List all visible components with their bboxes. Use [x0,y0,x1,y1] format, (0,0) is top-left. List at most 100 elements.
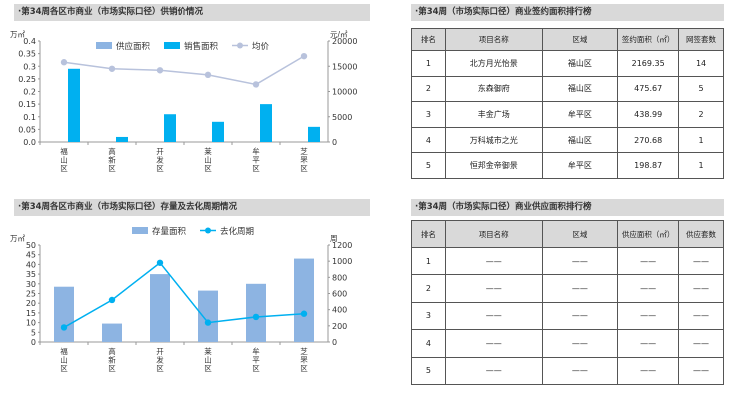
chart2-title: ·第34周各区市商业（市场实际口径）存量及去化周期情况 [14,199,370,216]
table-cell: 2169.35 [617,50,680,77]
table-cell: —— [617,274,680,303]
table-cell: —— [678,274,724,303]
table-cell: —— [444,301,543,331]
chart1-title: ·第34周各区市商业（市场实际口径）供销价情况 [14,4,370,21]
table-cell: 福山区 [541,50,619,77]
y-left-tick-label: 15 [26,309,36,318]
x-category-label: 高新区 [108,146,116,173]
y-left-tick-label: 0.3 [23,62,36,71]
legend-swatch [237,42,243,49]
y-left-tick-label: 35 [26,270,36,279]
table-cell: —— [541,301,619,331]
y-left-tick-label: 0.35 [18,50,36,59]
table-header-cell: 排名 [411,220,446,248]
legend-swatch [132,227,148,234]
series-line [63,261,305,329]
table-header-cell: 项目名称 [444,220,543,248]
table-cell: 东森御府 [444,75,543,103]
y-left-tick-label: 5 [31,328,36,337]
table-cell: 475.67 [617,75,680,103]
supply-sales-price-chart: 万㎡ 元/㎡ 0.0 0.05 0.1 0.15 0.2 0.25 0.3 0.35 0.4 0 500… [10,30,357,173]
y-left-tick-label: 0.25 [18,75,36,84]
stock-cycle-chart: 万㎡ 周0510152025303540455002004006008001000… [10,226,352,373]
table-header-cell: 供应套数 [678,220,724,248]
series-line [63,55,305,86]
y-left-tick-label: 10 [26,319,36,328]
table-cell: 4 [411,329,446,358]
x-category-label: 莱山区 [204,346,212,373]
line-point [60,59,68,66]
table-cell: —— [678,356,724,385]
bar [150,274,170,342]
table-cell: —— [541,274,619,303]
line-point [156,67,164,74]
table-cell: 3 [411,301,446,331]
bar [68,68,80,142]
table-cell: —— [541,246,619,276]
bar [54,286,74,342]
legend-label: 去化周期 [220,226,254,237]
x-category-label: 福山区 [60,347,68,373]
table-cell: —— [444,246,543,276]
table-cell: 5 [411,356,446,385]
table-cell: —— [444,356,543,385]
line-point [108,65,116,72]
table-row: 4 万科城市之光 福山区 270.68 1 [411,126,724,154]
table-cell: —— [444,329,543,358]
legend-label: 存量面积 [152,226,187,237]
y-right-tick-label: 5000 [332,113,352,122]
y-right-unit-label: 周 [330,234,338,243]
signing-area-ranking-table: 排名 项目名称 区域 签约面积（㎡） 网签套数 1 北方月光怡景 福山区 2169.3… [411,28,724,179]
table-header-cell: 供应面积（㎡） [617,220,680,248]
y-right-tick-label: 400 [332,306,347,315]
x-category-label: 牟平区 [252,346,260,373]
table-cell: 1 [678,152,724,179]
table-cell: 438.99 [617,101,680,128]
bar [198,290,218,342]
bar [102,323,122,342]
line-point [252,81,260,88]
y-right-tick-label: 1000 [332,257,352,266]
table-header-cell: 网签套数 [678,28,724,51]
line-point [204,71,212,79]
table-cell: —— [678,246,724,276]
y-left-tick-label: 0.0 [23,138,36,147]
bar [116,136,128,142]
y-left-tick-label: 45 [26,251,36,260]
table-cell: —— [617,246,680,276]
table-cell: 1 [678,126,724,154]
y-left-tick-label: 40 [26,260,36,269]
table-cell: 2 [411,274,446,303]
table-cell: 1 [411,50,446,77]
y-right-tick-label: 1200 [332,241,352,250]
table-row: 5 恒邦金帝御景 牟平区 198.87 1 [411,152,724,179]
table-cell: 3 [411,101,446,128]
table-cell: 恒邦金帝御景 [444,152,543,179]
legend-label: 销售面积 [184,41,219,52]
table-cell: 5 [678,75,724,103]
table1-title: ·第34周（市场实际口径）商业签约面积排行榜 [411,4,724,21]
legend-swatch [96,42,112,49]
table-cell: —— [617,329,680,358]
table-cell: 198.87 [617,152,680,179]
table-cell: 牟平区 [541,152,619,179]
table-cell: 福山区 [541,75,619,103]
y-right-tick-label: 600 [332,290,347,299]
x-category-label: 开发区 [156,147,164,173]
table-cell: 14 [678,50,724,77]
line-point [204,319,212,326]
table-cell: 北方月光怡景 [444,50,543,77]
y-left-tick-label: 0.2 [23,88,36,97]
line-point [60,324,68,331]
line-point [252,313,260,321]
table-cell: 4 [411,126,446,154]
x-category-label: 开发区 [156,347,164,373]
bar [212,121,224,142]
table-cell: 万科城市之光 [444,126,543,154]
y-left-unit-label: 万㎡ [10,30,25,39]
legend-swatch [164,42,180,49]
y-right-tick-label: 0 [332,138,337,147]
x-category-label: 芝罘区 [300,146,308,173]
table-cell: 福山区 [541,126,619,154]
table-row: 2 —— —— —— —— [411,274,724,303]
